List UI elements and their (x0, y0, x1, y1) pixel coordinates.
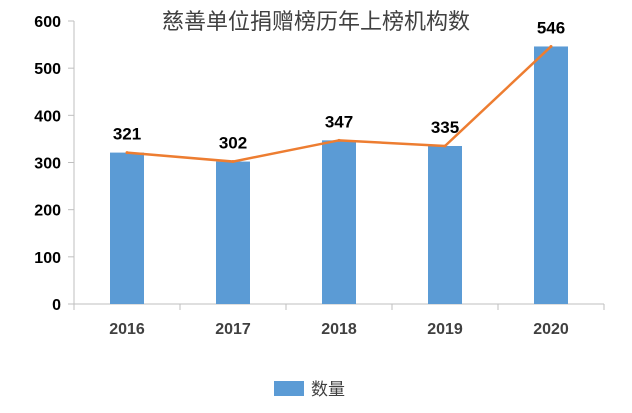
data-label: 302 (219, 134, 247, 153)
legend-label: 数量 (311, 380, 345, 400)
x-tick-label: 2016 (109, 321, 145, 338)
data-label: 546 (537, 18, 565, 37)
data-label: 347 (325, 112, 353, 131)
bar (110, 152, 144, 304)
x-tick-label: 2017 (215, 321, 251, 338)
bar (428, 145, 462, 304)
x-tick-label: 2020 (533, 321, 569, 338)
data-label: 321 (113, 125, 141, 144)
legend-swatch (274, 381, 304, 396)
bar (322, 140, 356, 304)
trend-point (125, 151, 129, 155)
y-tick-label: 0 (52, 297, 61, 314)
chart-title: 慈善单位捐赠榜历年上榜机构数 (162, 10, 470, 35)
y-tick-label: 500 (34, 61, 61, 78)
y-tick-label: 600 (34, 14, 61, 31)
y-tick-label: 300 (34, 156, 61, 173)
trend-point (443, 144, 447, 148)
trend-point (231, 160, 235, 164)
y-tick-label: 400 (34, 108, 61, 125)
trend-point (549, 44, 553, 48)
plot-area: 0 100 200 300 400 500 600 2016 2017 2018 2019 2020 3… (34, 14, 605, 338)
x-tick-label: 2018 (321, 321, 357, 338)
y-tick-label: 100 (34, 250, 61, 267)
x-tick-label: 2019 (427, 321, 463, 338)
trend-point (337, 138, 341, 142)
bar (534, 46, 568, 304)
legend: 数量 (274, 380, 345, 400)
bar (216, 161, 250, 304)
data-label: 335 (431, 118, 459, 137)
y-tick-label: 200 (34, 203, 61, 220)
